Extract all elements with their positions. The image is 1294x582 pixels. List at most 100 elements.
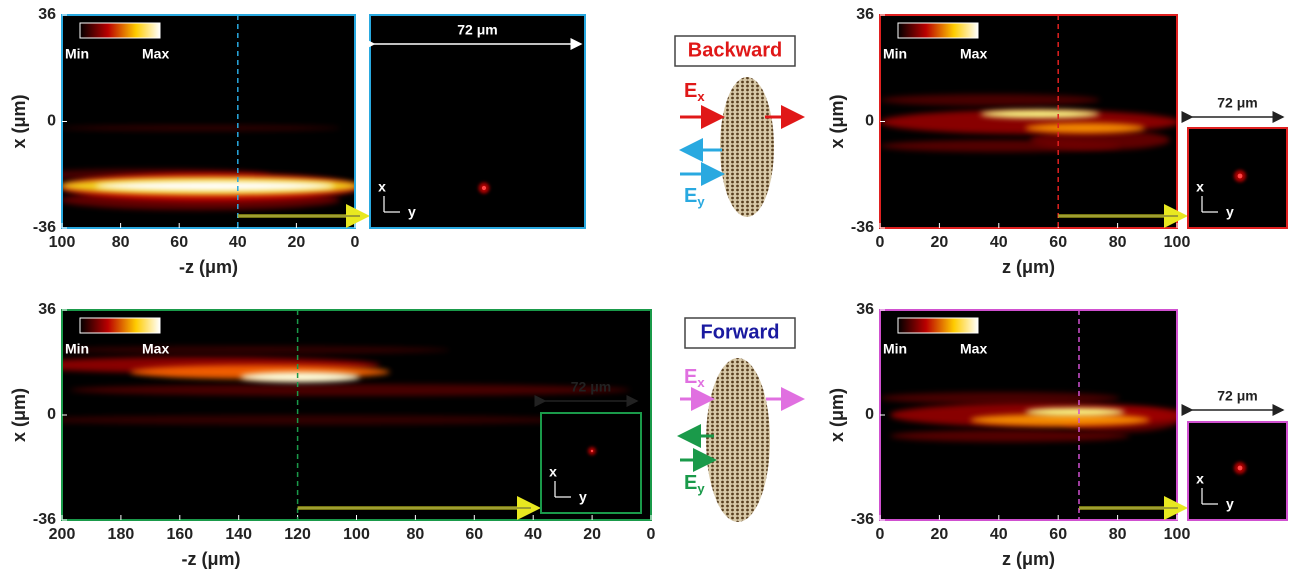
forward-diagram: Forward Ex Ey: [677, 317, 805, 522]
colorbar: [897, 22, 979, 39]
x-tick-label: 140: [225, 526, 252, 543]
y-tick-label: 36: [856, 301, 874, 318]
x-tick-label: 0: [876, 526, 885, 543]
y-tick-label: 36: [38, 301, 56, 318]
inset-spot-core: [590, 449, 594, 453]
x-tick-label: 40: [524, 526, 542, 543]
heatmap-panel: Min Max -36 0 36 100 80 60 40 20 0 -z (μm) x (μm) 72 …: [9, 6, 586, 277]
inset-y-label: y: [408, 204, 416, 220]
colorbar: [897, 317, 979, 334]
inset-spot-core: [1237, 465, 1243, 471]
x-tick-label: 80: [1109, 234, 1127, 251]
inset-spot-core: [1237, 173, 1243, 179]
inset: [540, 412, 642, 514]
field-symbol: E: [684, 185, 697, 207]
y-axis-label: x (μm): [9, 388, 29, 442]
y-tick-label: 0: [865, 113, 874, 130]
inset-x-label: x: [378, 179, 386, 195]
x-tick-label: 120: [284, 526, 311, 543]
x-tick-label: 0: [876, 234, 885, 251]
intensity-streak: [980, 110, 1100, 118]
intensity-streak: [880, 94, 1100, 106]
y-tick-label: -36: [33, 219, 56, 236]
field-symbol: E: [684, 80, 697, 102]
x-tick-label: 100: [1164, 234, 1191, 251]
intensity-streak: [880, 140, 1120, 152]
field-label: Ex: [684, 80, 705, 104]
x-tick-label: 80: [407, 526, 425, 543]
label-box: [674, 35, 796, 67]
x-tick-label: 100: [343, 526, 370, 543]
inset-x-label: x: [1196, 471, 1204, 487]
x-tick-label: 0: [351, 234, 360, 251]
label-box: [684, 317, 796, 349]
x-tick-label: 20: [931, 526, 949, 543]
colorbar-max-label: Max: [960, 46, 987, 62]
colorbar-min-label: Min: [883, 46, 907, 62]
inset-spot-core: [481, 185, 487, 191]
scale-label: 72 μm: [1217, 388, 1257, 404]
inset: [369, 14, 586, 229]
field-subscript: y: [697, 194, 705, 209]
x-tick-label: 20: [583, 526, 601, 543]
field-subscript: y: [697, 481, 705, 496]
intensity-streak: [62, 415, 580, 425]
inset-x-label: x: [1196, 179, 1204, 195]
y-tick-label: -36: [851, 219, 874, 236]
field-label: Ex: [684, 366, 705, 390]
x-tick-label: 60: [170, 234, 188, 251]
field-label: Ey: [684, 185, 705, 209]
particle-array: [720, 77, 774, 217]
x-tick-label: 180: [108, 526, 135, 543]
x-tick-label: 60: [1049, 526, 1067, 543]
scale-label: 72 μm: [1217, 95, 1257, 111]
intensity-streak: [970, 414, 1150, 426]
y-tick-label: 36: [38, 6, 56, 23]
intensity-map: [62, 346, 630, 425]
y-tick-label: 36: [856, 6, 874, 23]
x-axis-label: z (μm): [1002, 549, 1055, 569]
x-tick-label: 60: [1049, 234, 1067, 251]
field-label: Ey: [684, 472, 705, 496]
intensity-streak: [890, 430, 1130, 442]
x-tick-label: 80: [112, 234, 130, 251]
colorbar: [79, 22, 161, 39]
intensity-streak: [95, 181, 335, 191]
colorbar-max-label: Max: [960, 341, 987, 357]
colorbar-max-label: Max: [142, 46, 169, 62]
diagram-label: Forward: [701, 321, 780, 343]
scale-label: 72 μm: [457, 22, 497, 38]
x-tick-label: 200: [49, 526, 76, 543]
x-tick-label: 80: [1109, 526, 1127, 543]
backward-diagram: Backward Ex Ey: [674, 35, 805, 217]
x-tick-label: 20: [288, 234, 306, 251]
x-axis-label: -z (μm): [181, 549, 240, 569]
x-tick-label: 40: [990, 234, 1008, 251]
x-tick-label: 20: [931, 234, 949, 251]
x-axis-label: -z (μm): [179, 257, 238, 277]
field-symbol: E: [684, 366, 697, 388]
y-axis-label: x (μm): [9, 94, 29, 148]
intensity-streak: [240, 372, 360, 382]
intensity-map: [62, 125, 355, 210]
colorbar: [79, 317, 161, 334]
x-tick-label: 0: [647, 526, 656, 543]
intensity-streak: [880, 392, 1120, 404]
y-tick-label: -36: [851, 511, 874, 528]
intensity-streak: [62, 125, 340, 131]
y-tick-label: -36: [33, 511, 56, 528]
y-tick-label: 0: [47, 406, 56, 423]
x-tick-label: 60: [465, 526, 483, 543]
field-subscript: x: [697, 375, 705, 390]
y-tick-label: 0: [865, 406, 874, 423]
x-tick-label: 100: [1164, 526, 1191, 543]
scale-label: 72 μm: [571, 379, 611, 395]
x-axis-label: z (μm): [1002, 257, 1055, 277]
colorbar-min-label: Min: [883, 341, 907, 357]
x-tick-label: 40: [990, 526, 1008, 543]
intensity-streak: [1025, 123, 1145, 133]
field-subscript: x: [697, 89, 705, 104]
intensity-streak: [70, 384, 630, 396]
